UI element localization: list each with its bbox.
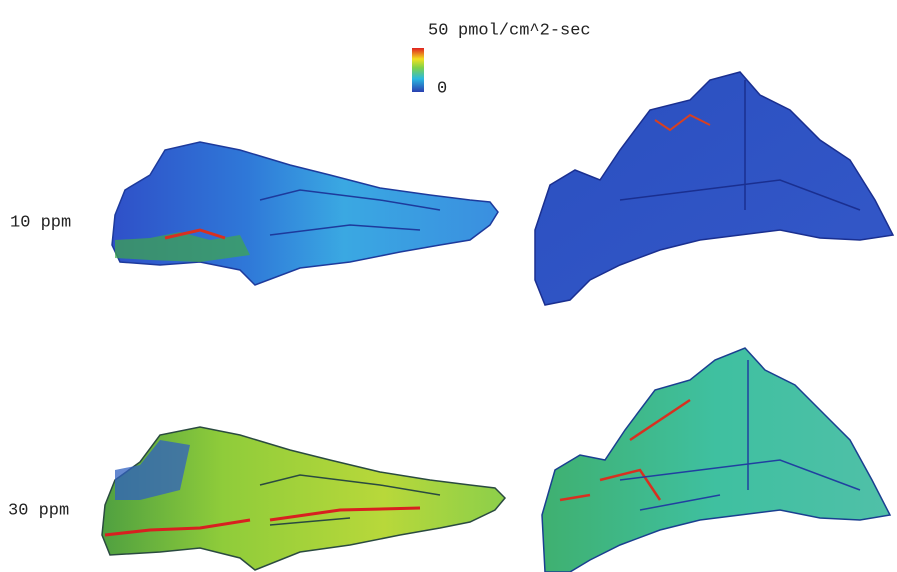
row-label: 10 ppm — [10, 213, 71, 232]
colorbar-max: 50 — [428, 21, 448, 40]
colorbar-unit: pmol/cm^2-sec — [458, 21, 591, 40]
surface-render — [542, 348, 890, 572]
figure: 50 pmol/cm^2-sec 0 10 ppm 30 ppm — [0, 0, 897, 572]
row-label: 30 ppm — [8, 501, 69, 520]
colorbar-min: 0 — [437, 79, 447, 98]
surface-render — [112, 142, 498, 285]
colorbar — [412, 48, 424, 92]
